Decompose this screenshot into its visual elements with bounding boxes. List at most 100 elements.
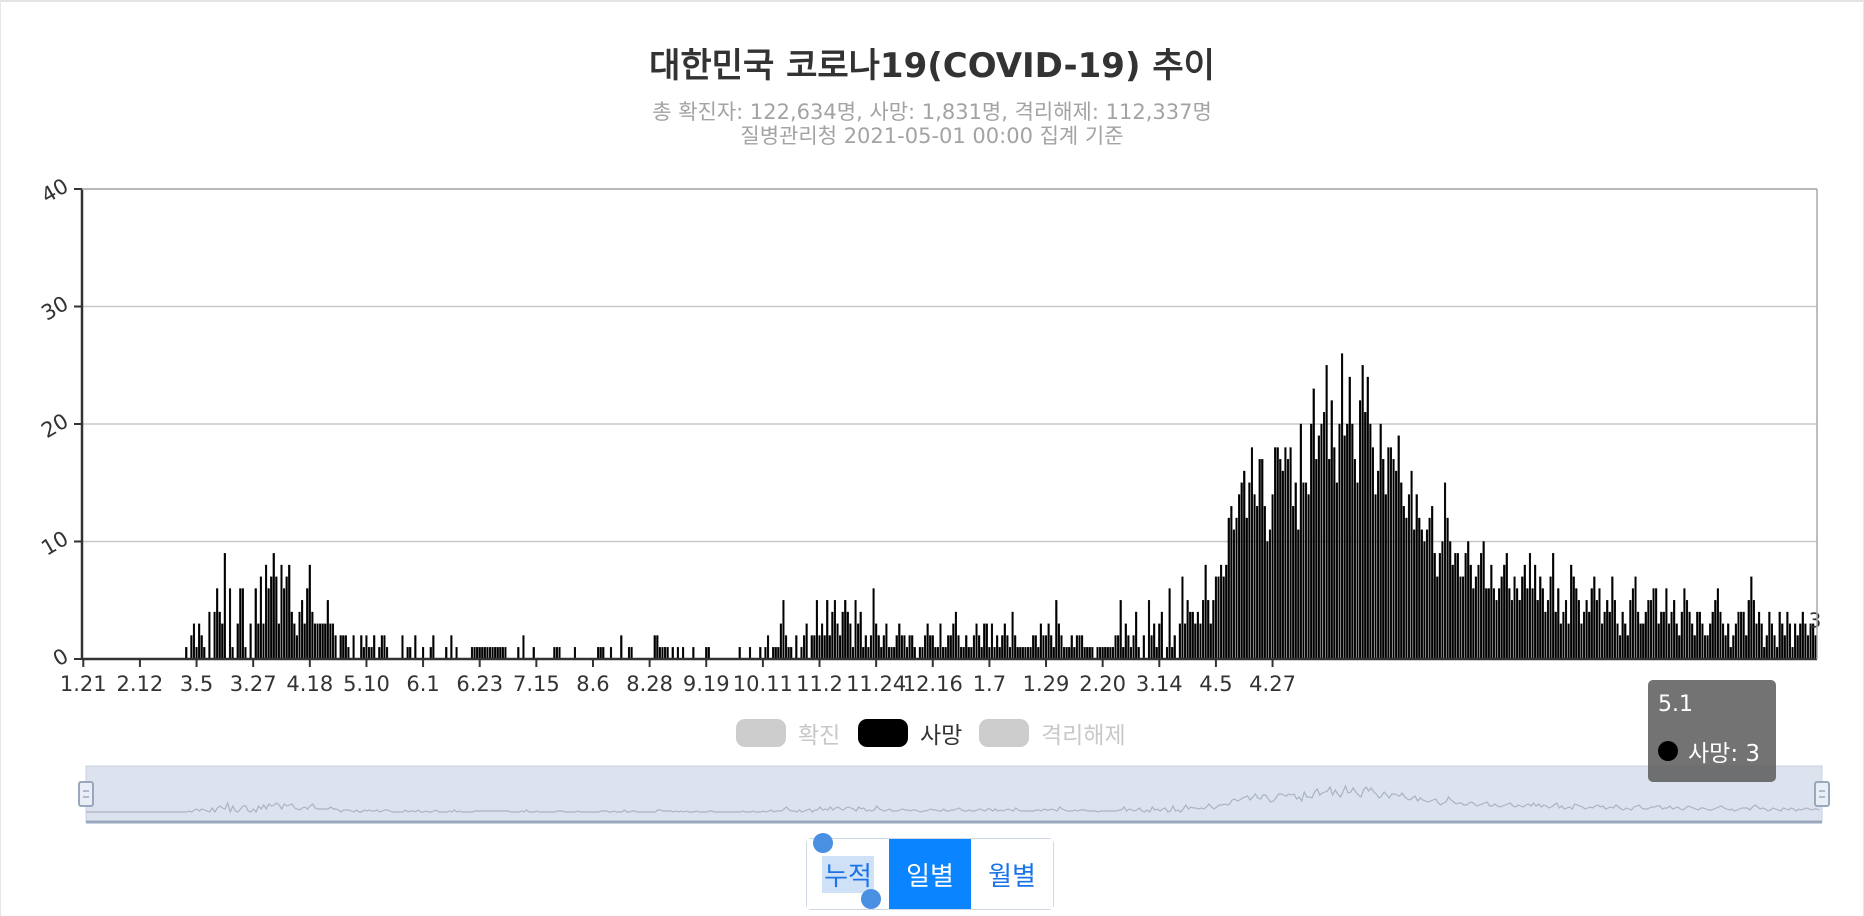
bar-deaths[interactable] — [1598, 588, 1601, 660]
bar-deaths[interactable] — [1142, 635, 1145, 660]
bar-deaths[interactable] — [630, 647, 633, 660]
bar-deaths[interactable] — [1415, 494, 1418, 660]
bar-deaths[interactable] — [1567, 623, 1570, 660]
bar-deaths[interactable] — [1647, 600, 1650, 660]
bar-deaths[interactable] — [208, 611, 211, 660]
bar-deaths[interactable] — [1127, 635, 1130, 660]
bar-deaths[interactable] — [1173, 635, 1176, 660]
legend-item-deaths[interactable]: 사망 — [858, 718, 962, 749]
bar-deaths[interactable] — [1397, 435, 1400, 660]
bar-deaths[interactable] — [682, 647, 685, 660]
bar-deaths[interactable] — [1348, 376, 1351, 660]
bar-deaths[interactable] — [414, 635, 417, 660]
bar-deaths[interactable] — [1232, 529, 1235, 660]
bar-deaths[interactable] — [972, 635, 976, 660]
bar-deaths[interactable] — [1341, 353, 1344, 660]
bar-deaths[interactable] — [1289, 447, 1292, 660]
bar-deaths[interactable] — [1621, 611, 1624, 660]
bar-deaths[interactable] — [1670, 611, 1673, 660]
bar-deaths[interactable] — [496, 647, 499, 660]
bar-deaths[interactable] — [993, 647, 996, 660]
bar-deaths[interactable] — [1315, 459, 1318, 660]
bar-deaths[interactable] — [1181, 576, 1184, 660]
bar-deaths[interactable] — [1364, 412, 1367, 660]
bar-deaths[interactable] — [331, 623, 335, 660]
bar-deaths[interactable] — [190, 635, 193, 660]
bar-deaths[interactable] — [944, 647, 947, 660]
bar-deaths[interactable] — [1304, 482, 1308, 660]
bar-deaths[interactable] — [599, 647, 602, 660]
bar-deaths[interactable] — [784, 635, 788, 660]
bar-deaths[interactable] — [1104, 647, 1107, 660]
bar-deaths[interactable] — [272, 553, 275, 660]
bar-deaths[interactable] — [370, 647, 373, 660]
bar-deaths[interactable] — [1214, 576, 1217, 660]
bar-deaths[interactable] — [1220, 564, 1223, 660]
bar-deaths[interactable] — [185, 647, 188, 660]
bar-deaths[interactable] — [1189, 611, 1192, 660]
bar-deaths[interactable] — [1158, 623, 1161, 660]
bar-deaths[interactable] — [949, 635, 952, 660]
bar-deaths[interactable] — [1160, 611, 1163, 660]
bar-deaths[interactable] — [1485, 588, 1488, 660]
bar-series-deaths[interactable]: 3 — [185, 353, 1821, 660]
bar-deaths[interactable] — [1655, 588, 1658, 660]
bar-deaths[interactable] — [1359, 400, 1362, 660]
bar-deaths[interactable] — [1544, 611, 1547, 660]
bar-deaths[interactable] — [1721, 623, 1725, 660]
bar-deaths[interactable] — [192, 623, 196, 660]
bar-deaths[interactable] — [1047, 623, 1050, 660]
bar-deaths[interactable] — [1191, 611, 1194, 660]
bar-deaths[interactable] — [1528, 553, 1532, 660]
bar-deaths[interactable] — [1057, 623, 1060, 660]
bar-deaths[interactable] — [313, 623, 317, 660]
bar-deaths[interactable] — [875, 623, 878, 660]
bar-deaths[interactable] — [1518, 600, 1521, 660]
bar-deaths[interactable] — [1477, 564, 1480, 660]
bar-deaths[interactable] — [777, 647, 780, 660]
bar-deaths[interactable] — [671, 647, 674, 660]
bar-deaths[interactable] — [200, 635, 203, 660]
bar-deaths[interactable] — [1117, 635, 1120, 660]
bar-deaths[interactable] — [1114, 635, 1117, 660]
bar-deaths[interactable] — [1129, 647, 1133, 660]
bar-deaths[interactable] — [362, 647, 365, 660]
bar-deaths[interactable] — [293, 623, 296, 660]
bar-deaths[interactable] — [1070, 635, 1073, 660]
bar-deaths[interactable] — [1446, 517, 1449, 660]
bar-deaths[interactable] — [846, 611, 849, 660]
bar-deaths[interactable] — [1379, 423, 1382, 660]
bar-deaths[interactable] — [254, 588, 257, 660]
bar-deaths[interactable] — [1039, 623, 1042, 660]
bar-deaths[interactable] — [1521, 576, 1524, 660]
bar-deaths[interactable] — [1016, 647, 1019, 660]
bar-deaths[interactable] — [1178, 623, 1181, 660]
bar-deaths[interactable] — [262, 623, 265, 660]
bar-deaths[interactable] — [1392, 459, 1395, 660]
bar-deaths[interactable] — [383, 635, 386, 660]
bar-deaths[interactable] — [795, 635, 798, 660]
bar-deaths[interactable] — [1508, 588, 1511, 660]
bar-deaths[interactable] — [1495, 600, 1498, 660]
bar-deaths[interactable] — [990, 623, 994, 660]
bar-deaths[interactable] — [1026, 647, 1030, 660]
bar-deaths[interactable] — [1652, 588, 1655, 660]
bar-deaths[interactable] — [1330, 400, 1333, 660]
bar-deaths[interactable] — [1770, 623, 1774, 660]
bar-deaths[interactable] — [1500, 576, 1503, 660]
bar-deaths[interactable] — [1410, 470, 1413, 660]
bar-deaths[interactable] — [1601, 623, 1604, 660]
bar-deaths[interactable] — [905, 647, 909, 660]
bar-deaths[interactable] — [1763, 647, 1766, 660]
cumulative-button[interactable]: 누적 — [807, 833, 889, 909]
bar-deaths[interactable] — [1480, 553, 1483, 660]
bar-deaths[interactable] — [1526, 588, 1529, 660]
bar-deaths[interactable] — [213, 611, 216, 660]
bar-deaths[interactable] — [942, 647, 945, 660]
bar-deaths[interactable] — [1564, 600, 1568, 660]
bar-deaths[interactable] — [1675, 623, 1678, 660]
bar-deaths[interactable] — [1539, 576, 1542, 660]
bar-deaths[interactable] — [344, 635, 347, 660]
bar-deaths[interactable] — [1245, 517, 1248, 660]
bar-deaths[interactable] — [1382, 459, 1385, 660]
